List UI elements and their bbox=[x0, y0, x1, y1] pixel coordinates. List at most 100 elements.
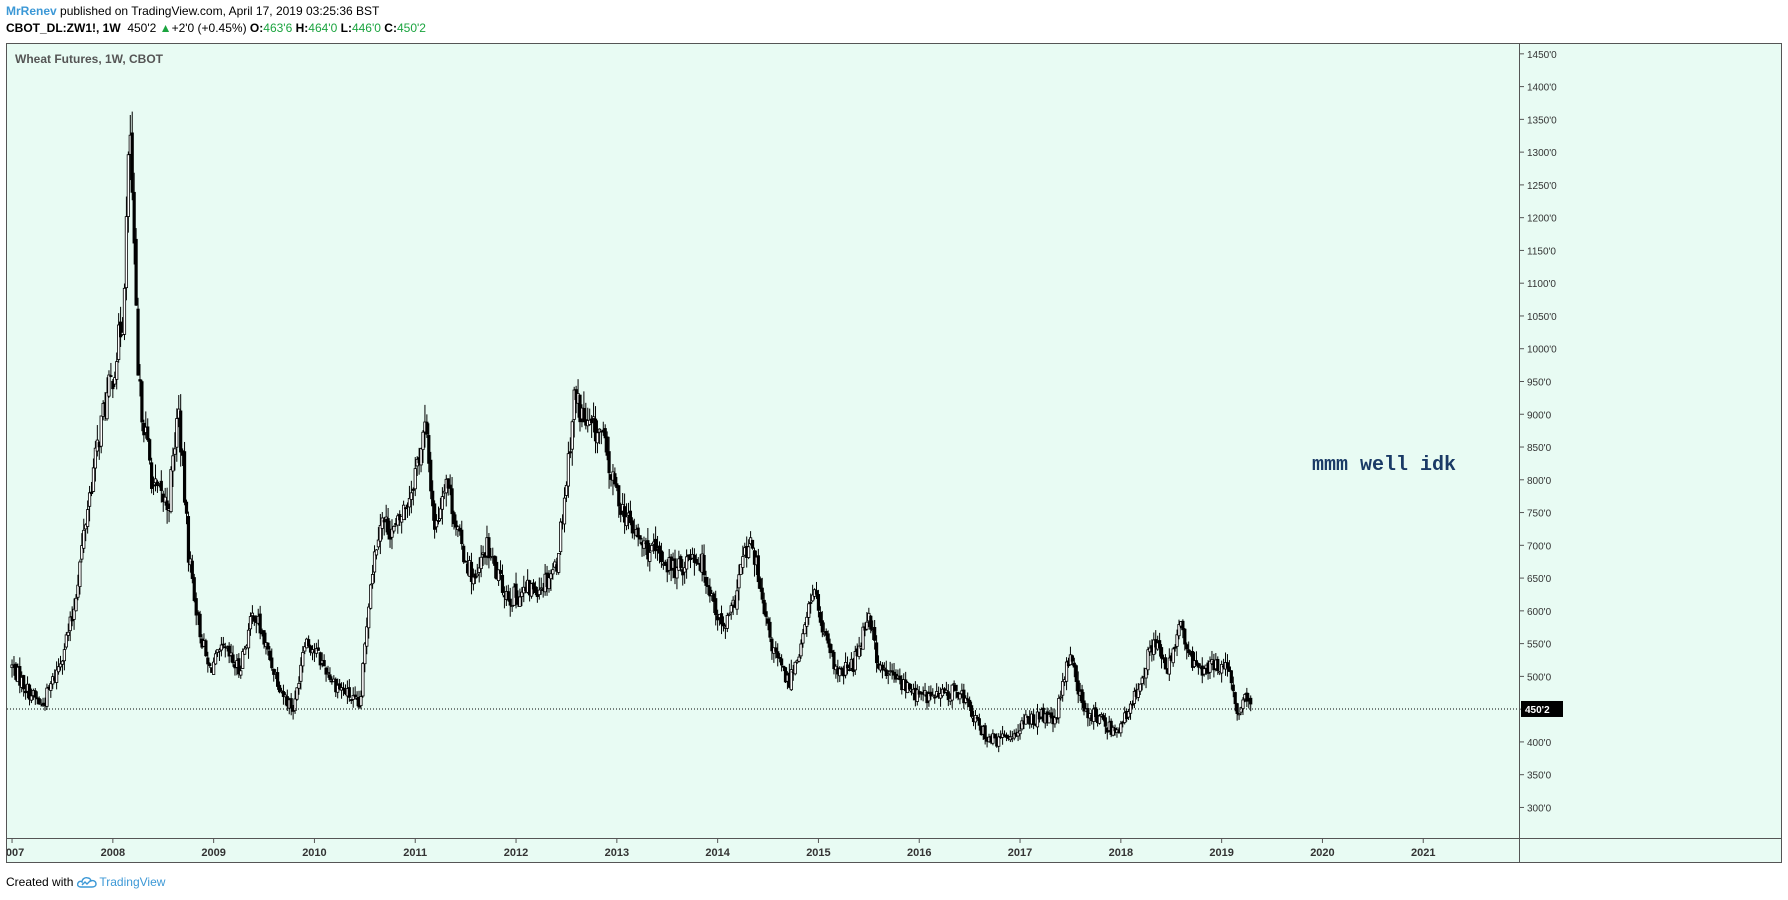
candle-body bbox=[712, 593, 716, 602]
candle-body bbox=[153, 478, 158, 484]
y-tick-label: 800'0 bbox=[1527, 476, 1552, 487]
y-tick-label: 1450'0 bbox=[1527, 50, 1557, 61]
candle-body bbox=[780, 658, 784, 666]
candle-body bbox=[838, 668, 842, 677]
symbol-info-bar: CBOT_DL:ZW1!, 1W 450'2 ▲+2'0 (+0.45%) O:… bbox=[6, 21, 426, 35]
candle-body bbox=[557, 552, 561, 573]
candle-body bbox=[328, 674, 332, 680]
candle-body bbox=[1047, 714, 1051, 724]
candle-body bbox=[239, 670, 243, 676]
candle-body bbox=[229, 652, 233, 656]
candle-body bbox=[572, 389, 576, 420]
candle-body bbox=[365, 626, 369, 647]
candle-body bbox=[68, 616, 72, 632]
low-label: L: bbox=[340, 21, 352, 35]
candle-body bbox=[148, 439, 152, 461]
candle-body bbox=[809, 602, 813, 604]
y-tick-label: 750'0 bbox=[1527, 509, 1552, 520]
candle-body bbox=[628, 510, 633, 524]
x-tick-label: 2012 bbox=[504, 847, 528, 859]
candle-body bbox=[861, 626, 865, 650]
candle-body bbox=[109, 375, 113, 377]
candle-body bbox=[506, 591, 510, 601]
candle-body bbox=[566, 453, 570, 487]
candle-body bbox=[431, 490, 435, 507]
candle-body bbox=[462, 545, 466, 563]
x-tick-label: 2021 bbox=[1411, 847, 1435, 859]
candle-body bbox=[49, 683, 53, 691]
candle-body bbox=[735, 590, 739, 610]
candle-body bbox=[372, 551, 377, 573]
candle-body bbox=[549, 573, 553, 580]
candle-body bbox=[1049, 712, 1053, 718]
candle-body bbox=[818, 611, 822, 623]
plot-area[interactable] bbox=[7, 44, 1519, 838]
candle-body bbox=[479, 556, 483, 569]
time-axis[interactable] bbox=[7, 838, 1781, 862]
candle-body bbox=[692, 554, 696, 563]
candle-body bbox=[840, 667, 844, 670]
candle-body bbox=[737, 574, 741, 589]
candle-body bbox=[570, 421, 574, 450]
candle-body bbox=[1136, 688, 1140, 698]
candle-body bbox=[847, 669, 852, 671]
candle-body bbox=[386, 518, 390, 535]
tradingview-link[interactable]: TradingView bbox=[77, 875, 165, 889]
candle-body bbox=[1146, 649, 1150, 671]
close-value: 450'2 bbox=[396, 21, 426, 35]
candle-body bbox=[1175, 634, 1179, 647]
candle-body bbox=[884, 669, 888, 677]
change-up-icon: ▲ bbox=[159, 21, 172, 35]
candle-body bbox=[477, 567, 481, 573]
candle-body bbox=[1241, 699, 1245, 709]
candle-body bbox=[1202, 668, 1206, 675]
chart-container[interactable]: 300'0350'0400'0450'0500'0550'0600'0650'0… bbox=[6, 43, 1782, 863]
candle-body bbox=[117, 324, 121, 360]
x-tick-label: 2019 bbox=[1209, 847, 1233, 859]
y-tick-label: 1150'0 bbox=[1527, 246, 1556, 257]
candle-body bbox=[1181, 620, 1185, 631]
candle-body bbox=[685, 556, 689, 570]
candle-body bbox=[997, 736, 1001, 747]
candle-body bbox=[820, 620, 824, 633]
y-tick-label: 950'0 bbox=[1527, 377, 1552, 388]
chart-annotation[interactable]: mmm well idk bbox=[1312, 454, 1456, 477]
y-tick-label: 1300'0 bbox=[1527, 148, 1557, 159]
candle-body bbox=[968, 699, 972, 707]
candle-body bbox=[642, 540, 646, 549]
candle-body bbox=[805, 616, 809, 627]
candle-body bbox=[24, 690, 28, 694]
candle-body bbox=[1080, 689, 1084, 704]
x-tick-label: 2017 bbox=[1008, 847, 1032, 859]
candle-body bbox=[729, 605, 733, 613]
candle-body bbox=[1119, 723, 1123, 734]
candle-body bbox=[213, 653, 218, 665]
price-axis[interactable] bbox=[1519, 44, 1781, 838]
candle-body bbox=[1144, 668, 1148, 679]
candle-body bbox=[1216, 658, 1220, 671]
candle-body bbox=[886, 673, 890, 676]
candle-body bbox=[799, 643, 803, 657]
candle-body bbox=[91, 467, 96, 492]
candle-body bbox=[807, 603, 811, 618]
candle-body bbox=[326, 672, 330, 674]
author-link[interactable]: MrRenev bbox=[6, 4, 57, 18]
price-chart[interactable]: 300'0350'0400'0450'0500'0550'0600'0650'0… bbox=[7, 44, 1781, 862]
candle-body bbox=[115, 361, 119, 380]
candle-body bbox=[132, 191, 136, 244]
candle-body bbox=[380, 517, 384, 529]
candle-body bbox=[1159, 647, 1164, 659]
candle-body bbox=[520, 591, 524, 597]
candle-body bbox=[496, 569, 501, 582]
candle-body bbox=[962, 689, 966, 704]
candle-body bbox=[194, 598, 198, 616]
published-text: published on TradingView.com, April 17, … bbox=[60, 4, 380, 18]
candle-body bbox=[797, 656, 801, 662]
candle-body bbox=[303, 646, 307, 652]
candle-body bbox=[204, 640, 208, 657]
candles bbox=[10, 111, 1253, 753]
y-tick-label: 1400'0 bbox=[1527, 83, 1557, 94]
candle-body bbox=[764, 611, 768, 617]
candle-body bbox=[747, 546, 751, 558]
candle-body bbox=[638, 535, 642, 540]
